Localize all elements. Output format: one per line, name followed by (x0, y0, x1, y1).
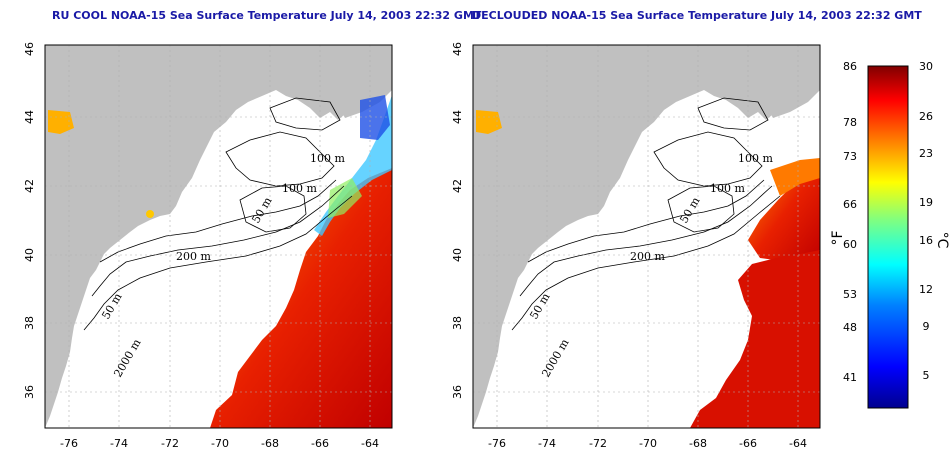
left-map-nova-scotia (332, 65, 392, 118)
right-x-tick-1: -76 (488, 437, 506, 450)
left-map-sst-gulf-maine (48, 110, 74, 134)
colorbar-f-label-1: 86 (843, 60, 857, 73)
left-map-sst-green-patch (328, 178, 362, 218)
right-map-panel: 100 m 100 m 50 m 200 m 50 m 2000 m -76 -… (451, 42, 821, 450)
right-x-tick-4: -70 (639, 437, 657, 450)
right-y-tick-6: 46 (451, 42, 464, 56)
left-y-tick-4: 42 (23, 179, 36, 193)
colorbar: 86 78 73 66 60 53 48 41 °F 30 26 23 19 1… (830, 60, 950, 409)
colorbar-c-label-3: 23 (919, 147, 933, 160)
right-map-sst-warm-south (690, 250, 820, 428)
right-map-sst-gulf-maine (476, 110, 502, 134)
right-map-contours (511, 97, 781, 331)
colorbar-c-unit: °C (934, 232, 950, 249)
right-map-y-axis: 36 38 40 42 44 46 (451, 42, 464, 399)
colorbar-c-label-7: 9 (923, 320, 930, 333)
right-y-tick-5: 44 (451, 110, 464, 124)
right-x-tick-2: -74 (538, 437, 556, 450)
left-map-sst-speck (146, 210, 154, 218)
right-map-grid (473, 45, 820, 428)
left-x-tick-6: -66 (311, 437, 329, 450)
left-map-title: RU COOL NOAA-15 Sea Surface Temperature … (52, 9, 482, 22)
left-map-sst-cool-band (314, 95, 392, 236)
left-map-panel: 100 m 100 m 50 m 200 m 50 m 2000 m -76 -… (23, 42, 393, 450)
right-map-sst-orange-edge (770, 158, 820, 196)
colorbar-c-label-8: 5 (923, 369, 930, 382)
colorbar-f-label-4: 66 (843, 198, 857, 211)
colorbar-c-label-6: 12 (919, 283, 933, 296)
left-y-tick-3: 40 (23, 248, 36, 262)
left-x-tick-1: -76 (60, 437, 78, 450)
colorbar-f-label-5: 60 (843, 238, 857, 251)
colorbar-c-label-4: 19 (919, 196, 933, 209)
colorbar-c-label-1: 30 (919, 60, 933, 73)
left-contour-label-1: 100 m (310, 152, 345, 165)
right-map-sst-warm-north (748, 165, 820, 262)
colorbar-f-label-7: 48 (843, 321, 857, 334)
right-contour-label-4: 200 m (630, 250, 665, 263)
left-x-tick-5: -68 (261, 437, 279, 450)
left-y-tick-5: 44 (23, 110, 36, 124)
left-map-sst-warm (210, 168, 392, 428)
left-map-x-axis: -76 -74 -72 -70 -68 -66 -64 (60, 437, 379, 450)
right-map-nova-scotia (760, 65, 820, 118)
right-y-tick-3: 40 (451, 248, 464, 262)
left-x-tick-2: -74 (110, 437, 128, 450)
right-x-tick-6: -66 (739, 437, 757, 450)
colorbar-f-label-2: 78 (843, 116, 857, 129)
right-y-tick-1: 36 (451, 385, 464, 399)
left-map-contours (83, 97, 353, 331)
right-contour-label-1: 100 m (738, 152, 773, 165)
right-y-tick-2: 38 (451, 316, 464, 330)
left-map-land (45, 45, 392, 428)
left-y-tick-1: 36 (23, 385, 36, 399)
left-map-frame (44, 44, 393, 429)
colorbar-f-label-3: 73 (843, 150, 857, 163)
left-map-y-axis: 36 38 40 42 44 46 (23, 42, 36, 399)
left-contour-label-2: 100 m (282, 182, 317, 195)
right-y-tick-4: 42 (451, 179, 464, 193)
right-x-tick-5: -68 (689, 437, 707, 450)
left-map-grid (45, 45, 392, 428)
left-x-tick-3: -72 (161, 437, 179, 450)
right-map-x-axis: -76 -74 -72 -70 -68 -66 -64 (488, 437, 807, 450)
colorbar-f-label-8: 41 (843, 371, 857, 384)
left-x-tick-4: -70 (211, 437, 229, 450)
right-x-tick-3: -72 (589, 437, 607, 450)
left-y-tick-2: 38 (23, 316, 36, 330)
left-y-tick-6: 46 (23, 42, 36, 56)
right-map-title: DECLOUDED NOAA-15 Sea Surface Temperatur… (472, 9, 922, 22)
colorbar-f-label-6: 53 (843, 288, 857, 301)
colorbar-c-label-2: 26 (919, 110, 933, 123)
colorbar-c-label-5: 16 (919, 234, 933, 247)
colorbar-gradient (867, 65, 909, 409)
right-contour-label-2: 100 m (710, 182, 745, 195)
right-map-land (473, 45, 820, 428)
right-x-tick-7: -64 (789, 437, 807, 450)
left-map-sst-blue-patch (360, 95, 390, 140)
left-x-tick-7: -64 (361, 437, 379, 450)
left-contour-label-4: 200 m (176, 250, 211, 263)
colorbar-f-unit: °F (830, 230, 846, 245)
right-map-frame (472, 44, 821, 429)
